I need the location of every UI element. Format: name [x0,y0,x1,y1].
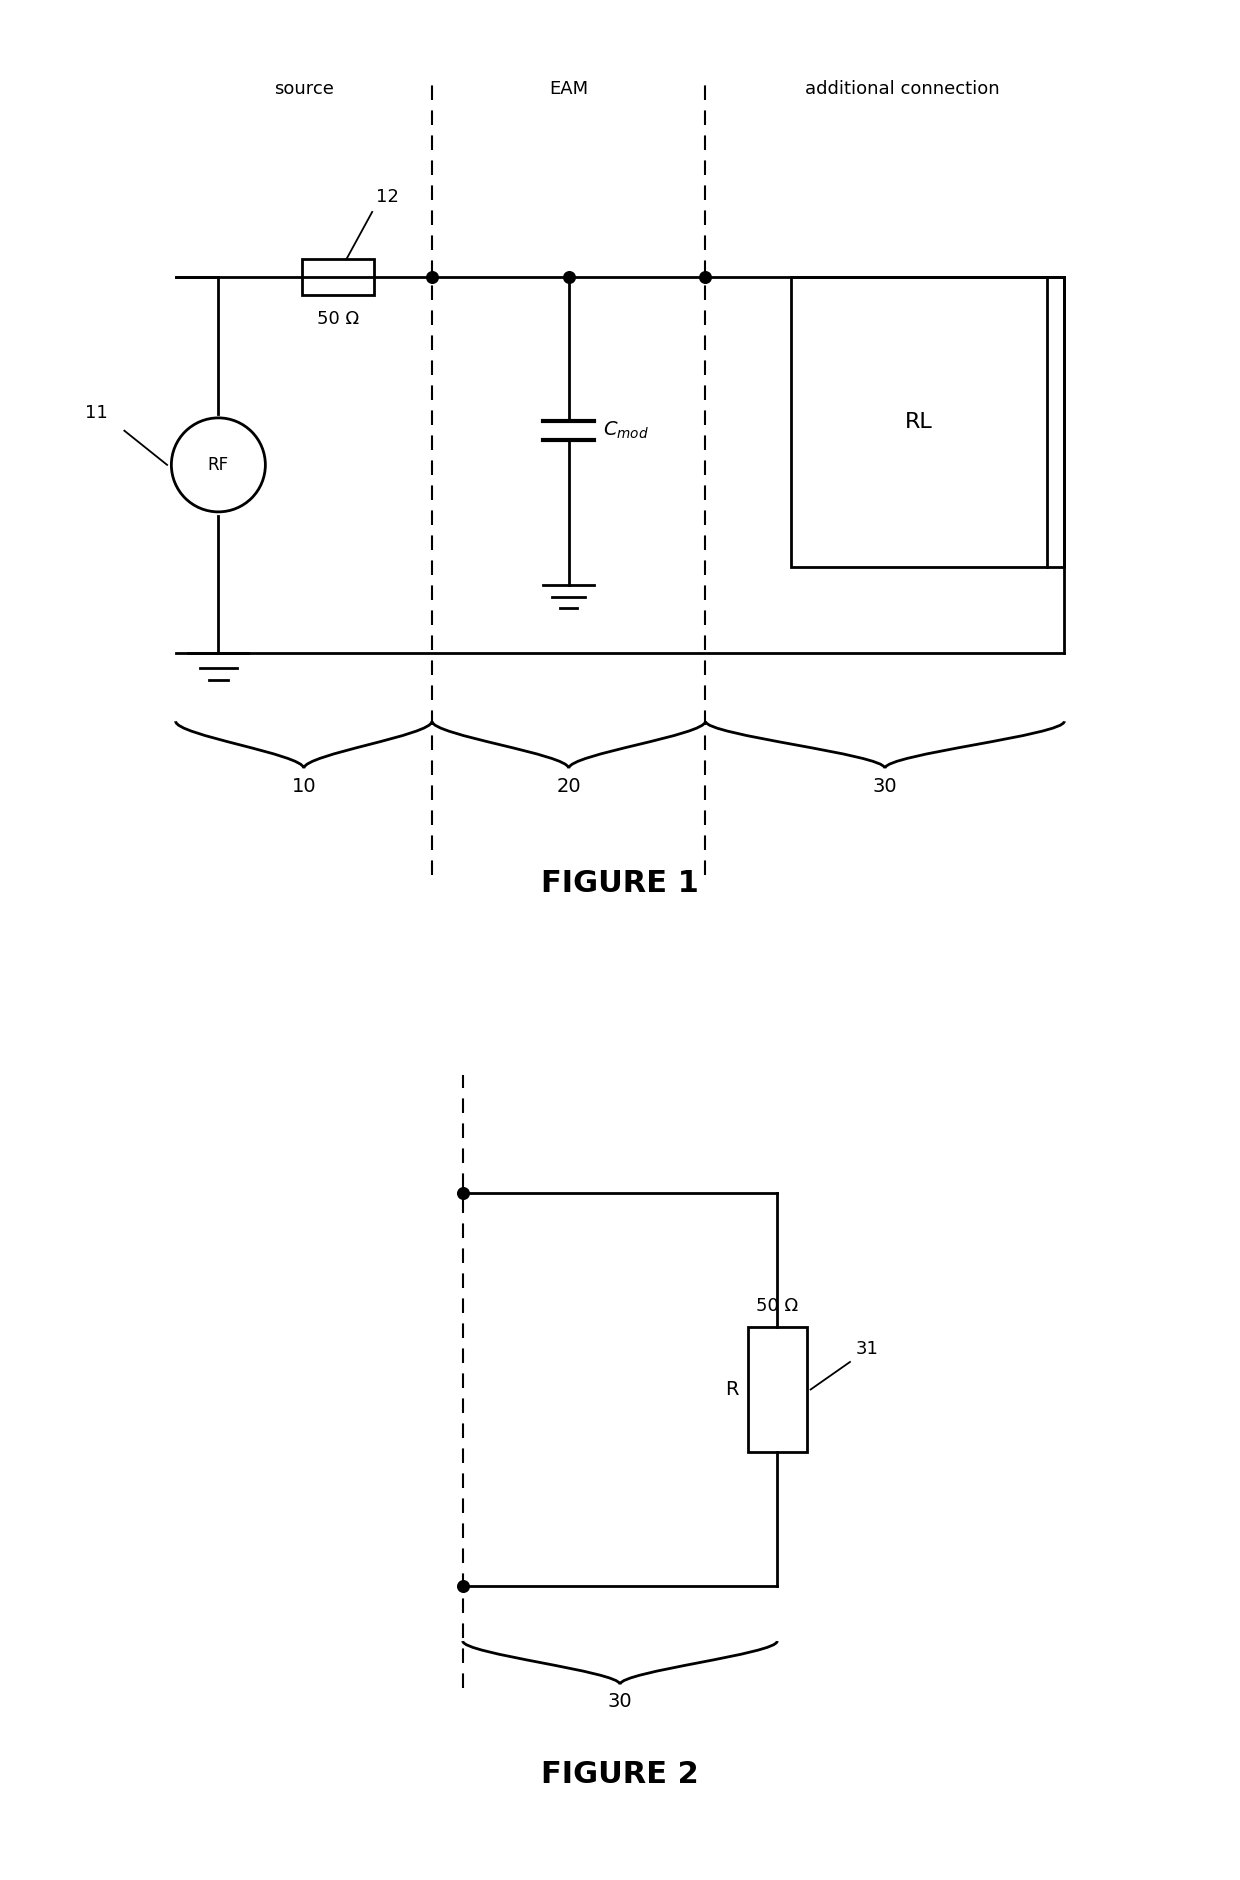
Point [453,1179,472,1209]
Text: source: source [274,81,334,98]
Text: 11: 11 [84,404,108,423]
Bar [748,1327,807,1453]
Text: 12: 12 [377,188,399,207]
Text: 50 Ω: 50 Ω [317,310,360,329]
Text: 20: 20 [557,776,582,795]
Text: 50 Ω: 50 Ω [756,1297,799,1314]
Point [453,1572,472,1602]
Text: RL: RL [905,412,932,432]
Point [696,261,715,291]
Bar [791,276,1048,568]
Text: FIGURE 1: FIGURE 1 [541,869,699,899]
Point [559,261,579,291]
Text: EAM: EAM [549,81,588,98]
Circle shape [171,417,265,511]
Text: 30: 30 [608,1692,632,1711]
Point [422,261,441,291]
Text: 31: 31 [856,1340,878,1357]
Text: FIGURE 2: FIGURE 2 [541,1760,699,1790]
Bar [301,259,374,295]
Text: 30: 30 [873,776,898,795]
Text: 10: 10 [291,776,316,795]
Text: RF: RF [208,455,229,474]
Text: additional connection: additional connection [805,81,999,98]
Text: R: R [725,1380,738,1399]
Text: $C_{mod}$: $C_{mod}$ [603,419,649,442]
